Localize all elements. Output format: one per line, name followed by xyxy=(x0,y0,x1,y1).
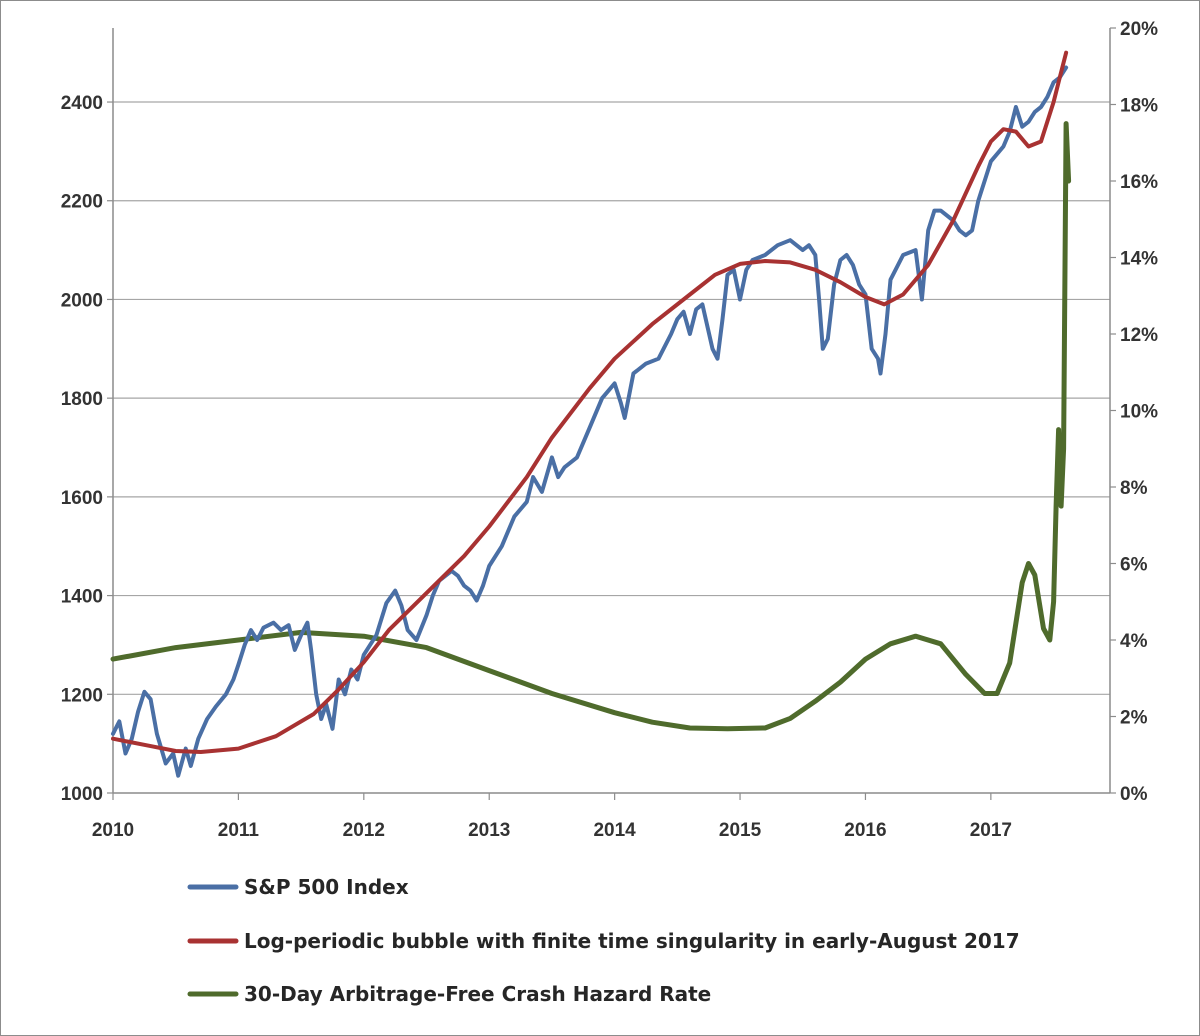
left-tick-label: 1000 xyxy=(61,784,103,805)
left-tick-label: 2400 xyxy=(61,93,103,114)
left-tick-label: 1600 xyxy=(61,488,103,509)
left-tick-label: 2000 xyxy=(61,290,103,311)
right-tick-label: 10% xyxy=(1120,402,1158,423)
x-tick-label: 2016 xyxy=(844,820,886,841)
x-tick-label: 2012 xyxy=(343,820,385,841)
right-tick-label: 8% xyxy=(1120,478,1148,499)
right-tick-label: 16% xyxy=(1120,172,1158,193)
left-tick-label: 1200 xyxy=(61,685,103,706)
right-tick-label: 0% xyxy=(1120,784,1148,805)
gridlines xyxy=(113,101,1110,695)
right-tick-label: 14% xyxy=(1120,249,1158,270)
axes xyxy=(112,28,1111,794)
legend-label-sp500: S&P 500 Index xyxy=(244,875,409,899)
x-axis-ticks: 2010 2011 2012 2013 2014 2015 2016 2017 xyxy=(92,793,1012,841)
right-tick-label: 20% xyxy=(1120,19,1158,40)
x-tick-label: 2010 xyxy=(92,820,134,841)
right-axis-ticks: 0% 2% 4% 6% 8% 10% 12% 14% 16% 18% 20% xyxy=(1110,19,1158,805)
x-tick-label: 2011 xyxy=(218,820,260,841)
left-tick-label: 2200 xyxy=(61,192,103,213)
series-line-hazard xyxy=(110,121,1072,732)
x-tick-label: 2013 xyxy=(468,820,510,841)
x-tick-label: 2014 xyxy=(593,820,636,841)
x-tick-label: 2017 xyxy=(970,820,1012,841)
left-axis-ticks: 1000 1200 1400 1600 1800 2000 2200 2400 xyxy=(61,93,113,805)
right-tick-label: 18% xyxy=(1120,96,1158,117)
right-tick-label: 4% xyxy=(1120,631,1148,652)
left-tick-label: 1400 xyxy=(61,587,103,608)
legend-label-hazard: 30-Day Arbitrage-Free Crash Hazard Rate xyxy=(244,982,711,1006)
series-line-bubble xyxy=(111,50,1069,754)
right-tick-label: 12% xyxy=(1120,325,1158,346)
legend: S&P 500 Index Log-periodic bubble with fi… xyxy=(187,875,1020,1006)
series-line-sp500 xyxy=(111,65,1069,778)
legend-label-bubble: Log-periodic bubble with finite time sin… xyxy=(244,929,1020,953)
left-tick-label: 1800 xyxy=(61,389,103,410)
right-tick-label: 6% xyxy=(1120,555,1148,576)
series-layer xyxy=(110,50,1072,778)
x-tick-label: 2015 xyxy=(719,820,762,841)
right-tick-label: 2% xyxy=(1120,708,1148,729)
